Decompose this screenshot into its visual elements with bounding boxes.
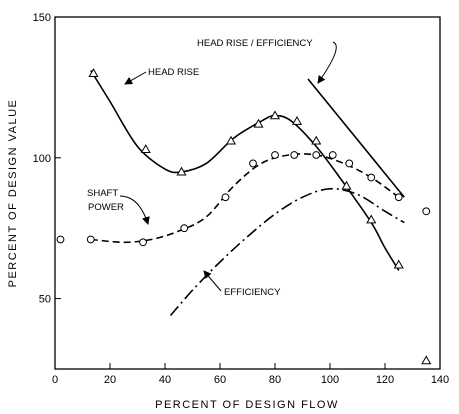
x-tick-label: 20	[104, 374, 116, 386]
axis-ticks: 0 20 40 60 80 100 120 140 50 100 150	[33, 12, 450, 386]
head-rise-point	[311, 135, 322, 145]
head-rise-point	[253, 118, 264, 128]
x-tick-label: 100	[321, 374, 339, 386]
shaft-power-point	[139, 238, 147, 247]
y-tick-label: 150	[33, 12, 51, 24]
head-rise-point	[341, 180, 352, 190]
head-rise-efficiency-leader	[317, 41, 337, 84]
head-rise-point	[366, 214, 377, 224]
shaft-power-point	[86, 235, 95, 244]
shaft-power-point	[290, 151, 299, 159]
head-rise-point	[269, 110, 281, 120]
efficiency-leader	[203, 270, 222, 292]
shaft-power-point	[221, 193, 230, 202]
head-rise-curve	[90, 70, 400, 271]
power-label: POWER	[88, 202, 124, 213]
efficiency-curve	[169, 187, 405, 317]
shaft-power-point	[422, 207, 431, 216]
series-points	[56, 68, 432, 365]
shaft-power-point	[180, 224, 189, 233]
shaft-power-point	[249, 159, 257, 168]
y-tick-label: 100	[33, 153, 51, 165]
x-tick-label: 140	[431, 374, 449, 386]
shaft-power-point	[367, 173, 376, 182]
plot-frame	[54, 16, 441, 370]
shaft-power-curve	[90, 153, 400, 244]
shaft-power-point	[56, 235, 65, 244]
head-rise-efficiency-curve	[307, 78, 405, 198]
shaft-power-point	[394, 193, 403, 202]
series-curves	[90, 70, 405, 317]
x-tick-label: 60	[214, 374, 226, 386]
efficiency-label: EFFICIENCY	[224, 287, 281, 298]
head-rise-point	[88, 68, 99, 77]
shaft-power-point	[271, 151, 279, 159]
x-tick-label: 0	[52, 374, 58, 386]
head-rise-point	[140, 144, 151, 154]
x-axis-title: PERCENT OF DESIGN FLOW	[155, 399, 339, 411]
x-tick-label: 120	[376, 374, 394, 386]
head-rise-point	[291, 115, 303, 125]
x-tick-label: 40	[159, 374, 171, 386]
shaft-label: SHAFT	[87, 188, 118, 199]
x-tick-label: 80	[269, 374, 281, 386]
shaft-power-point	[312, 151, 321, 159]
head-rise-point	[421, 355, 432, 365]
head-rise-leader	[124, 71, 147, 85]
head-rise-point	[176, 166, 187, 176]
head-rise-point	[225, 135, 237, 145]
y-axis-title: PERCENT OF DESIGN VALUE	[7, 99, 19, 288]
y-tick-label: 50	[39, 294, 51, 306]
head-rise-label: HEAD RISE	[148, 67, 199, 78]
shaft-power-point	[328, 151, 337, 159]
shaft-power-leader	[119, 195, 150, 225]
head-rise-efficiency-label: HEAD RISE / EFFICIENCY	[197, 38, 313, 49]
shaft-power-point	[345, 159, 354, 168]
head-rise-point	[393, 259, 404, 269]
